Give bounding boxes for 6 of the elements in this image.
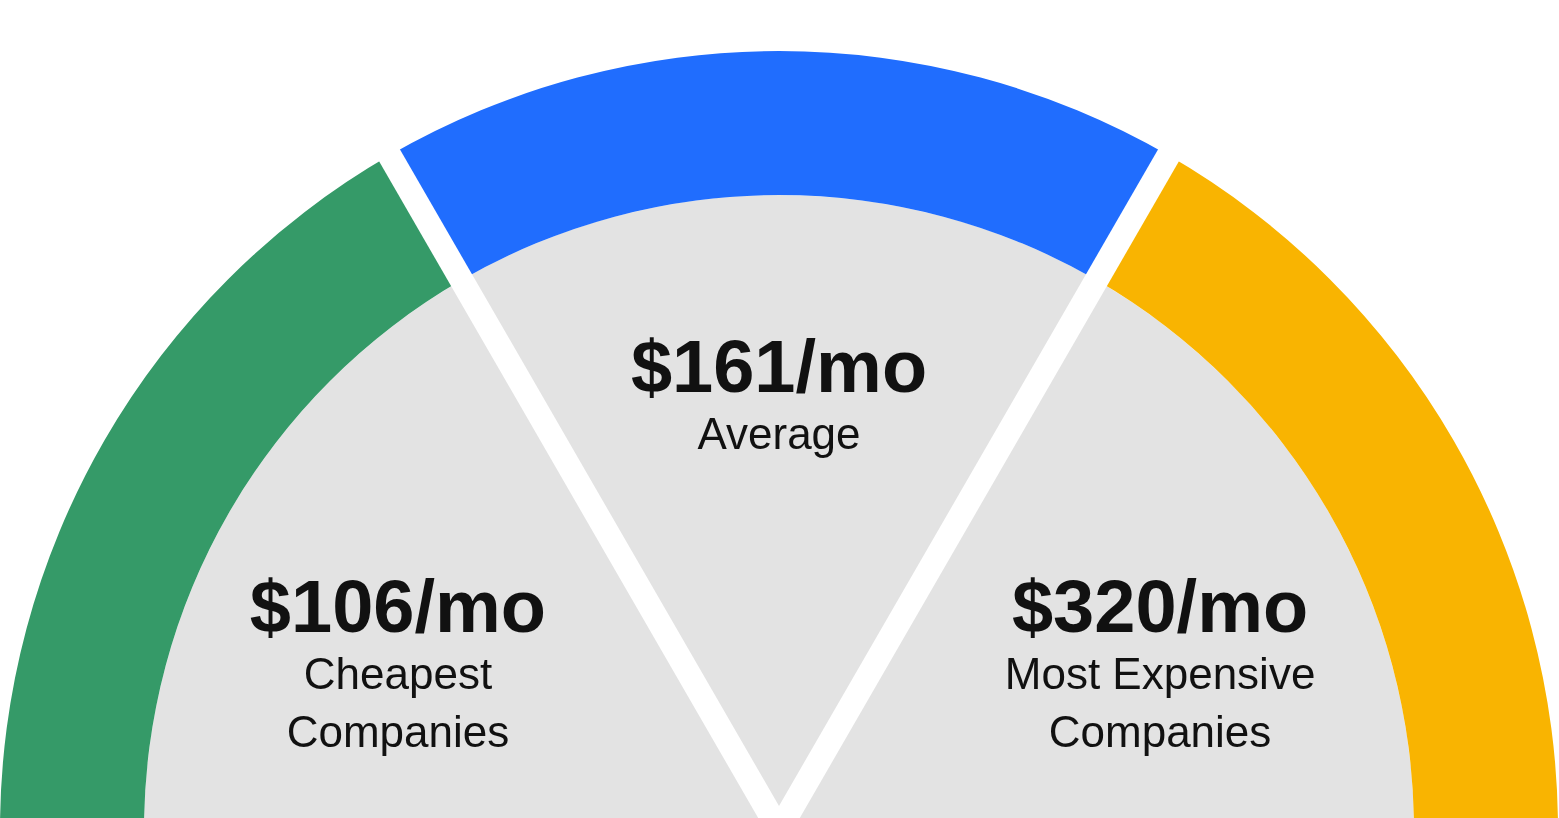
data-label: $320/mo	[1011, 565, 1309, 648]
category-label: Most Expensive Companies	[1004, 649, 1316, 756]
data-label: $106/mo	[249, 565, 547, 648]
data-label: $161/mo	[630, 325, 928, 408]
category-label: Average	[697, 409, 861, 458]
category-label: Cheapest Companies	[286, 649, 510, 756]
